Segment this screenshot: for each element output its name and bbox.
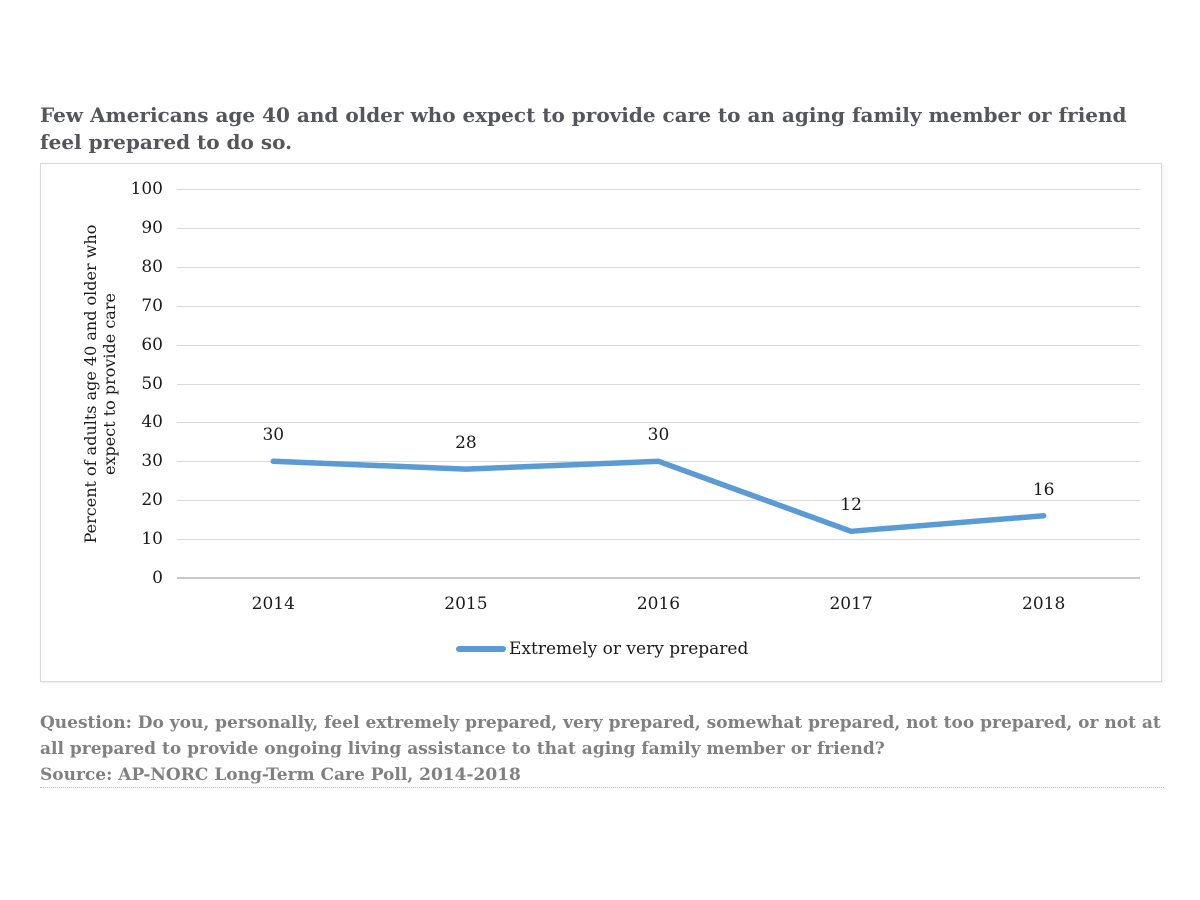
series-line-svg [270,458,1047,535]
data-label: 12 [840,495,862,516]
data-label: 28 [455,433,477,454]
gridline [177,500,1140,502]
x-axis-tick-label: 2016 [636,594,681,614]
y-axis-tick-label: 50 [141,373,163,394]
y-axis-tick-label: 20 [141,490,163,511]
y-axis-tick-label: 70 [141,295,163,316]
x-axis-tick-label: 2015 [444,594,488,614]
page-title: Few Americans age 40 and older who expec… [40,103,1127,154]
y-axis-tick-label: 90 [141,217,163,238]
gridline [177,266,1140,268]
gridline [177,189,1140,190]
y-axis-tick-label: 60 [141,334,163,355]
y-axis-tick-label: 0 [152,568,163,588]
y-axis-tick-label: 40 [141,412,163,433]
y-axis-tick-label: 30 [141,451,163,472]
y-axis-tick-label: 80 [141,256,163,277]
y-axis-tick-label: 10 [141,529,163,550]
x-axis-tick-label: 2017 [829,594,873,614]
series-line [270,458,1047,535]
x-axis-tick-label: 2014 [251,594,295,614]
data-label: 30 [262,425,285,446]
data-label: 16 [1032,479,1055,500]
gridline [177,344,1140,346]
data-label: 30 [647,425,670,446]
gridline [177,383,1140,385]
gridline [177,539,1140,541]
footnote: Question: Do you, personally, feel extre… [40,710,1164,788]
chart-frame: Percent of adults age 40 and older who e… [40,163,1162,682]
legend-label: Extremely or very prepared [509,639,749,659]
legend-line-swatch [456,646,506,652]
footnote-source: Source: AP-NORC Long-Term Care Poll, 201… [40,765,521,785]
legend: Extremely or very prepared [456,637,748,661]
x-axis-tick-label: 2018 [1022,594,1066,614]
gridline [177,422,1140,424]
gridline [177,305,1140,307]
x-axis-line [177,577,1140,579]
y-axis-tick-label: 100 [130,179,163,199]
gridline [177,227,1140,229]
separator-line [40,787,1164,788]
footnote-question: Question: Do you, personally, feel extre… [40,713,1161,759]
